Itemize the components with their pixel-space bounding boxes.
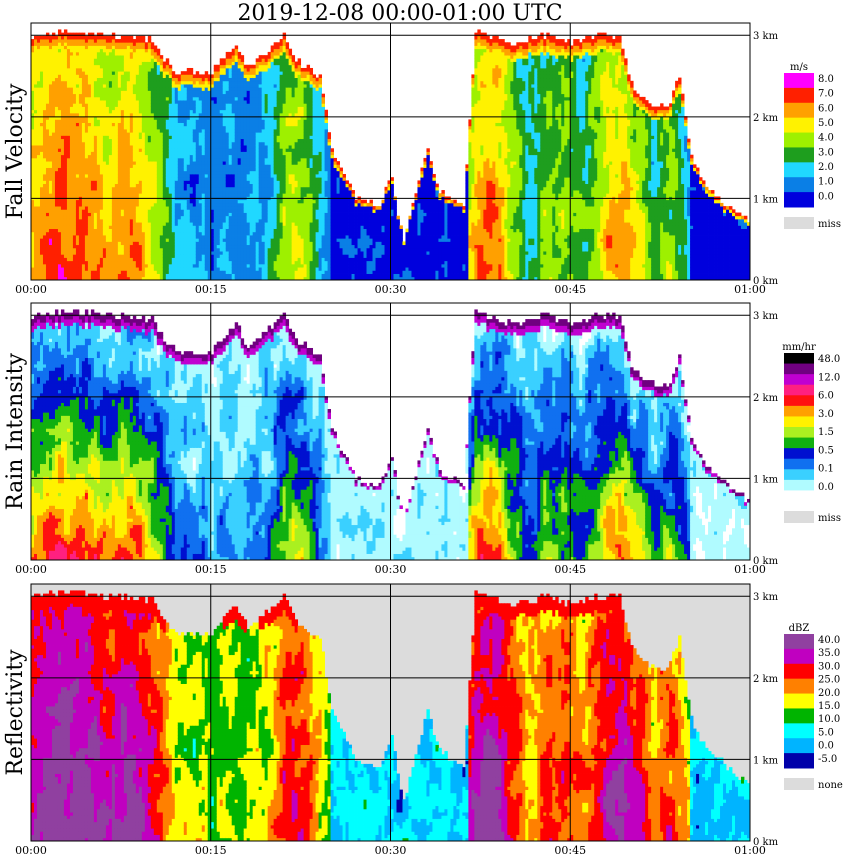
legend-swatch xyxy=(784,708,814,723)
legend-swatch xyxy=(784,406,814,417)
y-axis-label: Fall Velocity xyxy=(3,83,28,219)
legend-missing-swatch xyxy=(784,511,814,523)
x-tick-label: 00:30 xyxy=(375,283,407,296)
x-tick-label: 00:15 xyxy=(195,283,227,296)
x-tick-label: 00:45 xyxy=(554,563,586,576)
y-axis-label: Rain Intensity xyxy=(3,352,28,509)
legend-label: 5.0 xyxy=(818,727,834,738)
legend-swatch xyxy=(784,448,814,459)
y-tick-label: 1 km xyxy=(753,194,779,205)
y-tick-label: 2 km xyxy=(753,113,779,124)
legend-swatch xyxy=(784,374,814,385)
legend-missing-label: miss xyxy=(818,219,841,230)
legend-label: 2.0 xyxy=(818,162,834,173)
legend-swatch xyxy=(784,723,814,738)
legend-label: 0.0 xyxy=(818,191,834,202)
y-tick-label: 0 km xyxy=(753,276,779,287)
x-tick-label: 00:30 xyxy=(375,563,407,576)
legend-label: 35.0 xyxy=(818,648,840,659)
legend-label: 15.0 xyxy=(818,701,840,712)
legend-label: 8.0 xyxy=(818,74,834,85)
legend-swatch xyxy=(784,395,814,406)
legend-label: -5.0 xyxy=(818,754,837,765)
legend-unit: mm/hr xyxy=(782,342,816,353)
legend-swatch xyxy=(784,416,814,427)
x-tick-label: 00:00 xyxy=(15,563,47,576)
legend-swatch xyxy=(784,738,814,753)
legend-swatch xyxy=(784,634,814,649)
x-tick-label: 00:45 xyxy=(554,283,586,296)
radar-figure: 00:00 00:15 00:30 00:45 01:000 km1 km2 km3 k… xyxy=(0,0,850,868)
legend-label: 5.0 xyxy=(818,118,834,129)
legend-label: 3.0 xyxy=(818,147,834,158)
legend-swatch xyxy=(784,664,814,679)
legend-missing-swatch xyxy=(784,778,814,790)
legend-swatch xyxy=(784,353,814,364)
legend-label: 0.5 xyxy=(818,445,834,456)
y-tick-label: 0 km xyxy=(753,837,779,848)
legend-missing-label: miss xyxy=(818,513,841,524)
legend-swatch xyxy=(784,118,814,133)
legend-swatch xyxy=(784,438,814,449)
y-tick-label: 2 km xyxy=(753,674,779,685)
legend-swatch xyxy=(784,192,814,207)
panel-rain: 00:00 00:15 00:30 00:45 01:000 km1 km2 km3 k… xyxy=(3,303,841,576)
legend-label: 48.0 xyxy=(818,354,840,365)
x-tick-label: 00:15 xyxy=(195,563,227,576)
legend-swatch xyxy=(784,679,814,694)
legend-swatch xyxy=(784,88,814,103)
x-tick-label: 00:45 xyxy=(554,844,586,857)
legend-swatch xyxy=(784,73,814,88)
x-tick-label: 00:00 xyxy=(15,283,47,296)
x-tick-label: 00:30 xyxy=(375,844,407,857)
legend-swatch xyxy=(784,694,814,709)
legend-label: 0.1 xyxy=(818,464,834,475)
y-tick-label: 3 km xyxy=(753,31,779,42)
legend-missing-label: none xyxy=(818,780,843,791)
legend-label: 0.0 xyxy=(818,482,834,493)
legend-label: 6.0 xyxy=(818,391,834,402)
y-tick-label: 2 km xyxy=(753,393,779,404)
legend-swatch xyxy=(784,147,814,162)
legend-swatch xyxy=(784,364,814,375)
legend-label: 20.0 xyxy=(818,688,840,699)
legend-label: 25.0 xyxy=(818,675,840,686)
legend-swatch xyxy=(784,459,814,470)
legend-swatch xyxy=(784,385,814,396)
legend-swatch xyxy=(784,103,814,118)
y-tick-label: 0 km xyxy=(753,556,779,567)
legend-label: 6.0 xyxy=(818,103,834,114)
panel-velocity: 00:00 00:15 00:30 00:45 01:000 km1 km2 km3 k… xyxy=(3,23,841,296)
legend-label: 1.5 xyxy=(818,427,834,438)
x-tick-label: 00:00 xyxy=(15,844,47,857)
legend-swatch xyxy=(784,753,814,768)
legend-label: 0.0 xyxy=(818,741,834,752)
legend-swatch xyxy=(784,469,814,480)
y-tick-label: 1 km xyxy=(753,755,779,766)
legend-swatch xyxy=(784,133,814,148)
legend-label: 1.0 xyxy=(818,177,834,188)
y-tick-label: 3 km xyxy=(753,311,779,322)
y-axis-label: Reflectivity xyxy=(3,649,28,776)
legend-swatch xyxy=(784,162,814,177)
legend-label: 12.0 xyxy=(818,372,840,383)
x-tick-label: 00:15 xyxy=(195,844,227,857)
legend-label: 3.0 xyxy=(818,409,834,420)
legend-missing-swatch xyxy=(784,217,814,229)
legend-swatch xyxy=(784,480,814,491)
y-tick-label: 1 km xyxy=(753,474,779,485)
legend-unit: m/s xyxy=(790,62,808,73)
legend-swatch xyxy=(784,177,814,192)
y-tick-label: 3 km xyxy=(753,592,779,603)
legend-label: 30.0 xyxy=(818,661,840,672)
legend-swatch xyxy=(784,490,814,501)
legend-swatch xyxy=(784,649,814,664)
legend-label: 4.0 xyxy=(818,133,834,144)
legend-label: 10.0 xyxy=(818,714,840,725)
legend-unit: dBZ xyxy=(789,623,810,634)
legend-label: 40.0 xyxy=(818,635,840,646)
legend-label: 7.0 xyxy=(818,89,834,100)
legend-swatch xyxy=(784,427,814,438)
panel-reflectivity: 00:00 00:15 00:30 00:45 01:000 km1 km2 km3 k… xyxy=(3,584,843,857)
